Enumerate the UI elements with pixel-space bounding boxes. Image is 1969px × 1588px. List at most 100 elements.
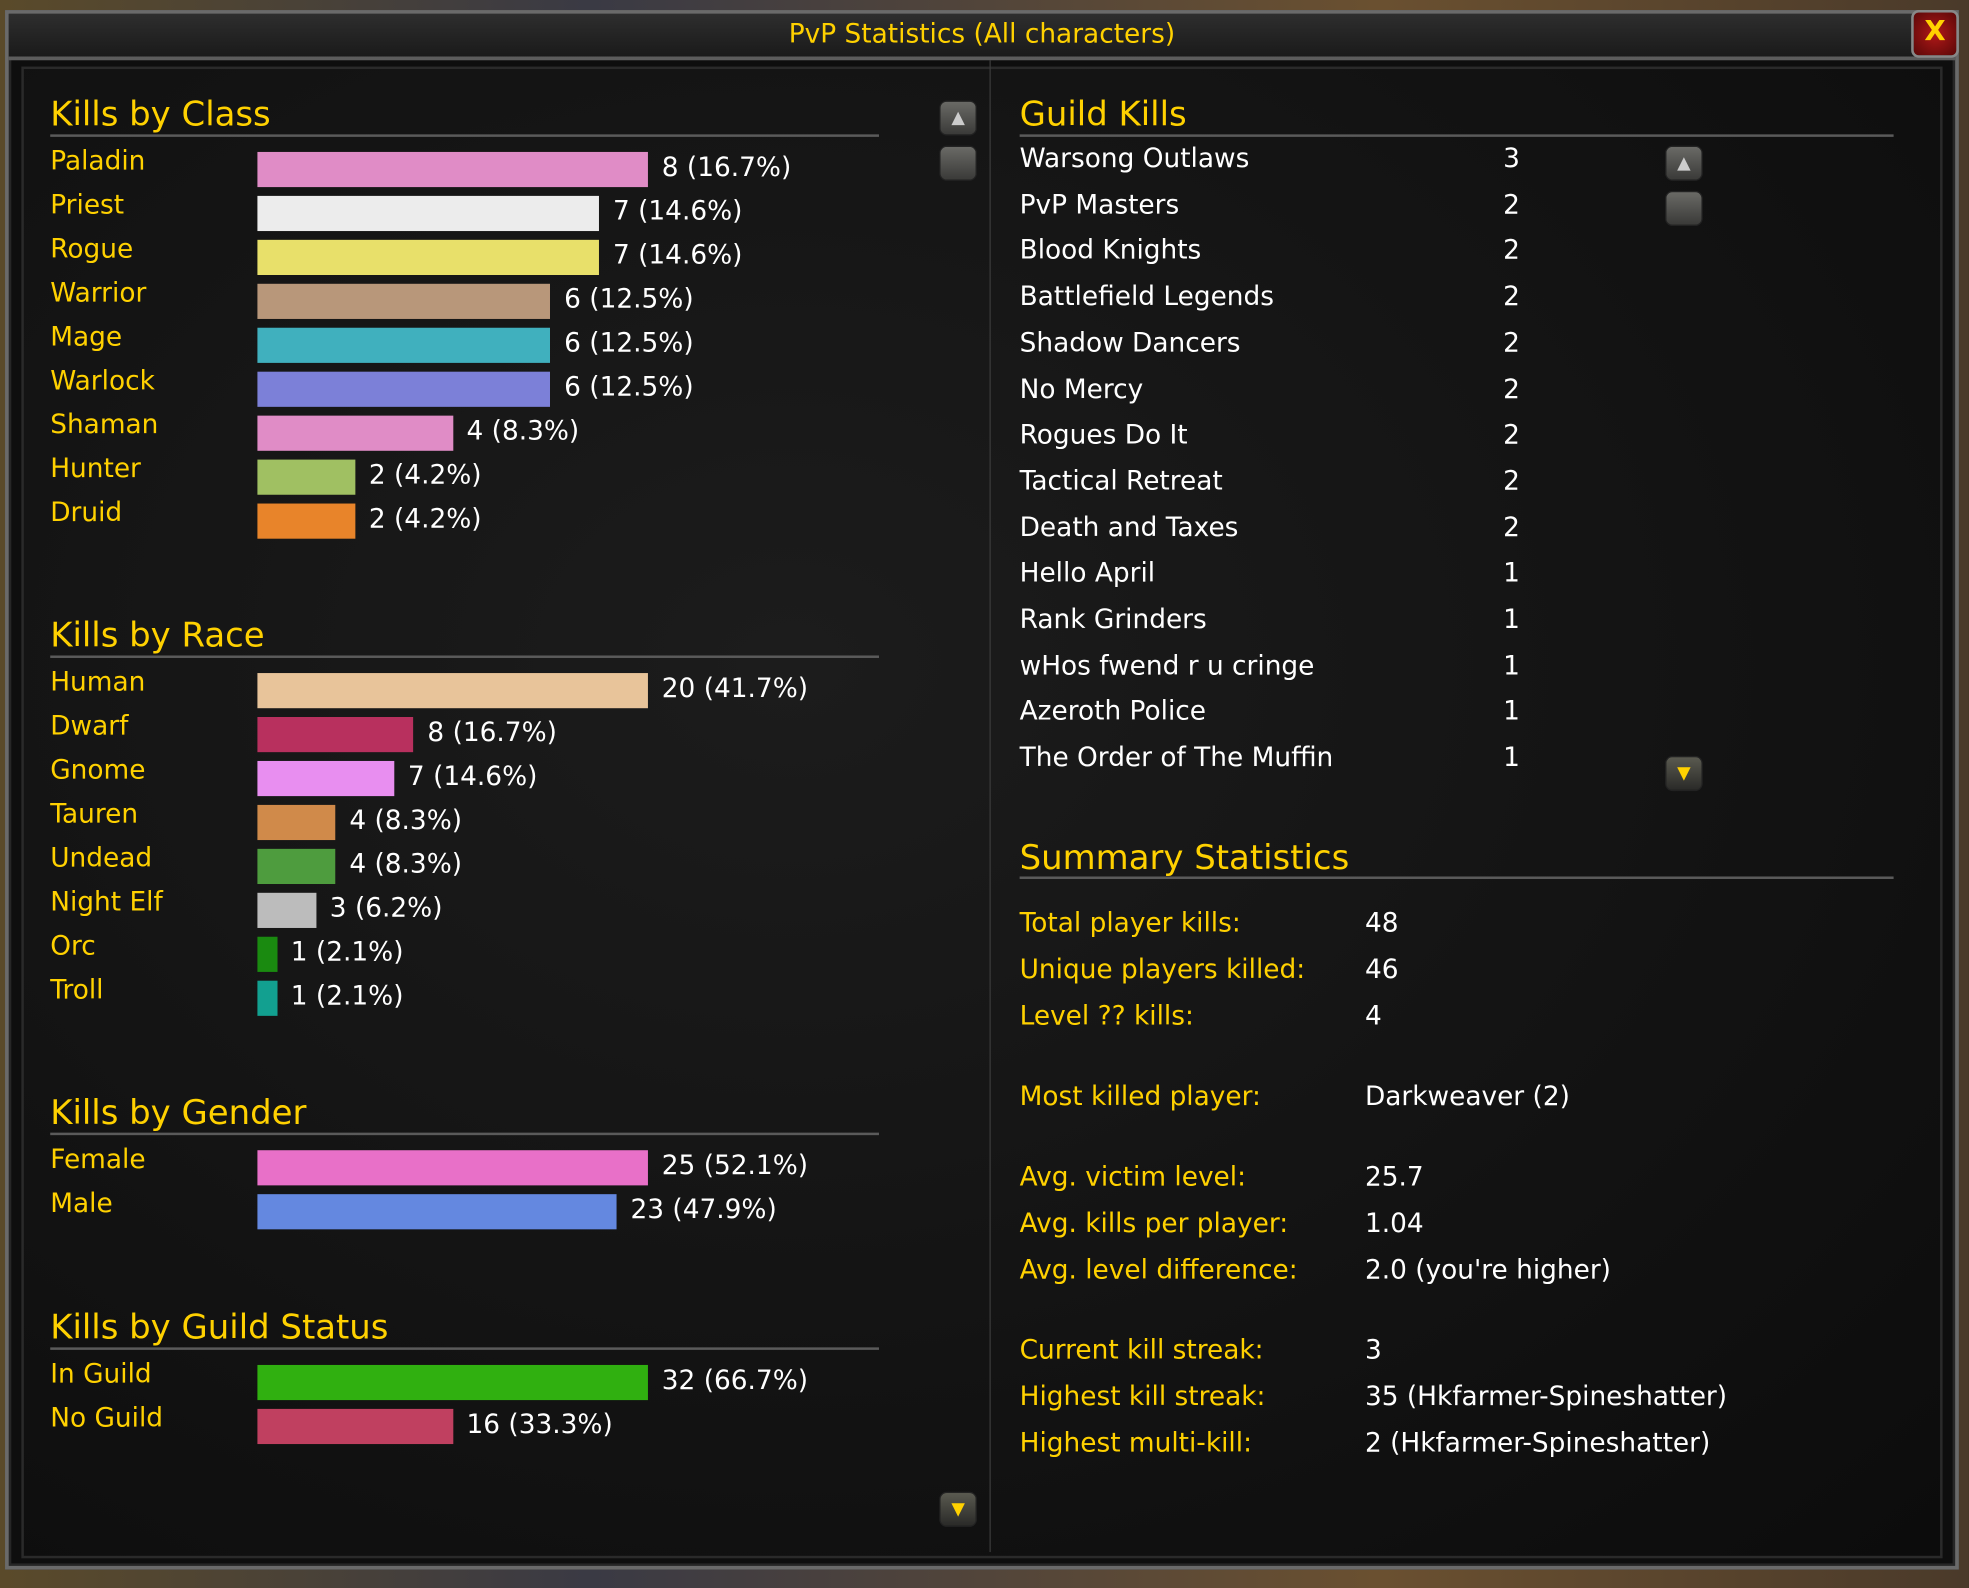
- column-divider: [989, 60, 991, 1553]
- stat-bar: [257, 804, 336, 841]
- guild-scroll-thumb[interactable]: [1665, 190, 1703, 227]
- row-label: Human: [50, 666, 146, 697]
- row-value: 32 (66.7%): [661, 1364, 809, 1396]
- stat-bar: [257, 1408, 453, 1445]
- section-underline: [1019, 876, 1894, 879]
- guild-kill-count: 1: [1503, 650, 1520, 681]
- summary-value: 4: [1364, 1000, 1382, 1031]
- row-value: 1 (2.1%): [290, 936, 404, 967]
- guild-kill-count: 2: [1503, 281, 1520, 312]
- summary-label: Current kill streak:: [1019, 1334, 1264, 1365]
- row-label: Dwarf: [50, 710, 129, 741]
- guild-kill-count: 2: [1503, 511, 1520, 542]
- row-label: Druid: [50, 497, 123, 528]
- row-label: Tauren: [50, 798, 139, 829]
- stat-bar: [257, 892, 316, 928]
- stat-bar: [257, 239, 600, 275]
- guild-name: Tactical Retreat: [1019, 465, 1223, 496]
- guild-name: Rank Grinders: [1019, 603, 1207, 635]
- row-label: No Guild: [50, 1402, 164, 1433]
- row-label: Priest: [50, 189, 125, 220]
- guild-name: Death and Taxes: [1019, 511, 1239, 542]
- summary-value: 3: [1364, 1334, 1382, 1365]
- summary-value: Darkweaver (2): [1364, 1081, 1570, 1112]
- guild-scroll-down-button[interactable]: ▼: [1665, 755, 1703, 792]
- row-label: Hunter: [50, 453, 141, 484]
- summary-value: 1.04: [1364, 1207, 1424, 1239]
- guild-kill-count: 1: [1503, 696, 1520, 727]
- stat-bar: [257, 673, 648, 709]
- guild-kills-heading: Guild Kills: [1019, 95, 1187, 135]
- row-value: 7 (14.6%): [612, 239, 743, 270]
- guild-kill-count: 1: [1503, 557, 1520, 589]
- row-value: 2 (4.2%): [368, 459, 482, 490]
- row-label: Warlock: [50, 365, 155, 396]
- row-value: 8 (16.7%): [661, 151, 792, 183]
- guild-name: Rogues Do It: [1019, 419, 1188, 450]
- row-label: In Guild: [50, 1358, 152, 1389]
- row-label: Night Elf: [50, 886, 163, 917]
- row-label: Shaman: [50, 409, 159, 440]
- guild-kill-count: 2: [1503, 465, 1520, 496]
- row-label: Gnome: [50, 754, 146, 785]
- stat-bar: [257, 371, 551, 407]
- section-heading: Kills by Gender: [50, 1093, 307, 1133]
- guild-name: Hello April: [1019, 557, 1156, 589]
- section-underline: [1019, 134, 1894, 137]
- row-value: 4 (8.3%): [349, 804, 463, 836]
- summary-label: Most killed player:: [1019, 1081, 1261, 1112]
- summary-label: Highest kill streak:: [1019, 1381, 1266, 1412]
- section-underline: [50, 655, 879, 658]
- row-label: Paladin: [50, 145, 146, 176]
- row-value: 4 (8.3%): [466, 415, 580, 446]
- row-value: 7 (14.6%): [407, 760, 538, 792]
- window-title: PvP Statistics (All characters): [788, 18, 1176, 49]
- section-underline: [50, 1347, 879, 1350]
- title-bar[interactable]: PvP Statistics (All characters) X: [8, 10, 1959, 61]
- stat-bar: [257, 283, 551, 319]
- stat-bar: [257, 848, 336, 885]
- guild-name: Shadow Dancers: [1019, 327, 1241, 358]
- guild-kill-count: 1: [1503, 742, 1520, 773]
- row-value: 25 (52.1%): [661, 1150, 809, 1181]
- summary-label: Avg. victim level:: [1019, 1161, 1246, 1192]
- guild-kill-count: 2: [1503, 419, 1520, 450]
- row-label: Undead: [50, 842, 153, 873]
- summary-value: 46: [1364, 954, 1399, 985]
- guild-scroll-up-button[interactable]: ▲: [1665, 145, 1703, 181]
- scroll-up-button[interactable]: ▲: [939, 100, 977, 136]
- summary-value: 2.0 (you're higher): [1364, 1254, 1611, 1285]
- summary-value: 2 (Hkfarmer-Spineshatter): [1364, 1427, 1711, 1458]
- summary-label: Highest multi-kill:: [1019, 1427, 1252, 1458]
- scroll-thumb[interactable]: [939, 145, 977, 181]
- guild-name: Blood Knights: [1019, 235, 1202, 266]
- row-label: Male: [50, 1187, 113, 1219]
- row-value: 16 (33.3%): [466, 1408, 613, 1440]
- summary-label: Total player kills:: [1019, 907, 1241, 939]
- row-value: 4 (8.3%): [349, 848, 463, 879]
- guild-kill-count: 3: [1503, 143, 1520, 174]
- guild-kill-count: 1: [1503, 603, 1520, 635]
- guild-name: Warsong Outlaws: [1019, 143, 1250, 174]
- summary-value: 25.7: [1364, 1161, 1424, 1192]
- section-heading: Kills by Guild Status: [50, 1308, 389, 1348]
- row-label: Troll: [50, 974, 104, 1005]
- section-heading: Kills by Race: [50, 616, 265, 656]
- guild-kill-count: 2: [1503, 235, 1520, 266]
- row-value: 2 (4.2%): [368, 503, 482, 534]
- stat-bar: [257, 503, 356, 539]
- summary-label: Avg. kills per player:: [1019, 1207, 1289, 1239]
- row-label: Rogue: [50, 233, 134, 264]
- scroll-down-button[interactable]: ▼: [939, 1491, 977, 1527]
- row-value: 6 (12.5%): [564, 327, 694, 358]
- stat-bar: [257, 415, 453, 451]
- stat-bar: [257, 1364, 648, 1401]
- guild-name: Battlefield Legends: [1019, 281, 1275, 312]
- guild-kill-count: 2: [1503, 373, 1520, 404]
- row-label: Female: [50, 1143, 146, 1175]
- close-button[interactable]: X: [1911, 10, 1959, 58]
- guild-name: PvP Masters: [1019, 189, 1180, 220]
- section-heading: Kills by Class: [50, 95, 271, 135]
- summary-label: Level ?? kills:: [1019, 1000, 1194, 1031]
- stat-bar: [257, 980, 277, 1016]
